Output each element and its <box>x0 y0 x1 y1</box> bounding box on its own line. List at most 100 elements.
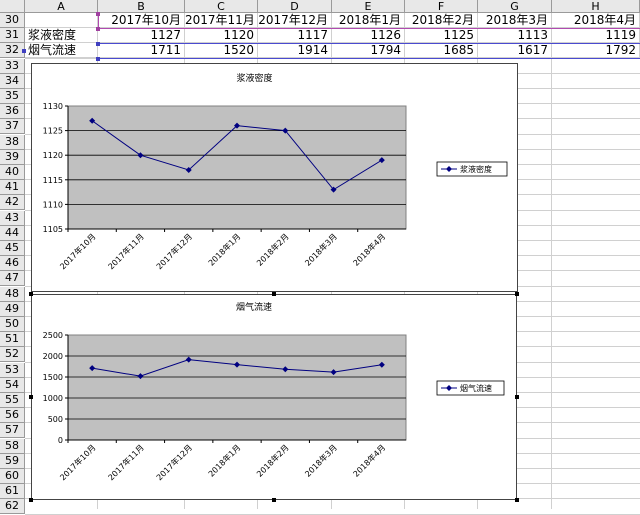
row-header-38[interactable]: 38 <box>0 134 25 150</box>
column-header-h[interactable]: H <box>552 0 640 13</box>
row-header-54[interactable]: 54 <box>0 377 25 393</box>
data-cell-f31[interactable]: 1125 <box>405 28 478 44</box>
data-cell-d32[interactable]: 1914 <box>258 43 332 59</box>
row-header-39[interactable]: 39 <box>0 149 25 165</box>
row-header-37[interactable]: 37 <box>0 119 25 135</box>
range-handle <box>96 42 100 47</box>
data-cell-a31[interactable]: 浆液密度 <box>25 28 98 44</box>
x-tick-label: 2017年11月 <box>106 231 146 271</box>
row-header-57[interactable]: 57 <box>0 423 25 439</box>
header-cell-e30[interactable]: 2018年1月 <box>332 13 405 28</box>
data-point <box>330 369 337 376</box>
row-header-34[interactable]: 34 <box>0 73 25 89</box>
row-header-50[interactable]: 50 <box>0 317 25 332</box>
chart-resize-handle[interactable] <box>515 395 519 399</box>
select-all-corner[interactable] <box>0 0 25 13</box>
header-cell-c30[interactable]: 2017年11月 <box>185 13 258 28</box>
chart-resize-handle[interactable] <box>515 292 519 296</box>
x-tick-label: 2018年1月 <box>206 442 242 478</box>
chart-flue-gas-velocity[interactable]: 烟气流速 2500 2000 1500 1000 500 0 2017年10月 2017年11月… <box>31 294 517 500</box>
header-cell-h30[interactable]: 2018年4月 <box>552 13 640 28</box>
row-header-35[interactable]: 35 <box>0 89 25 104</box>
row-header-52[interactable]: 52 <box>0 347 25 363</box>
x-tick-label: 2018年3月 <box>303 231 339 267</box>
chart-resize-handle[interactable] <box>272 498 276 502</box>
x-tick-label: 2017年12月 <box>154 442 194 482</box>
header-cell-f30[interactable]: 2018年2月 <box>405 13 478 28</box>
x-tick-label: 2018年3月 <box>303 442 339 478</box>
data-cell-e32[interactable]: 1794 <box>332 43 405 59</box>
row-header-43[interactable]: 43 <box>0 210 25 226</box>
range-handle <box>96 27 100 32</box>
data-point <box>378 361 385 368</box>
chart-title: 浆液密度 <box>236 72 272 84</box>
column-header-a[interactable]: A <box>25 0 98 13</box>
chart-resize-handle[interactable] <box>272 292 276 296</box>
row-header-60[interactable]: 60 <box>0 469 25 484</box>
row-header-30[interactable]: 30 <box>0 13 25 28</box>
y-tick-label: 500 <box>48 415 63 424</box>
data-cell-c31[interactable]: 1120 <box>185 28 258 44</box>
row-header-48[interactable]: 48 <box>0 286 25 302</box>
row-header-53[interactable]: 53 <box>0 362 25 378</box>
chart-resize-handle[interactable] <box>515 498 519 502</box>
data-cell-d31[interactable]: 1117 <box>258 28 332 44</box>
column-header-g[interactable]: G <box>478 0 552 13</box>
row-header-46[interactable]: 46 <box>0 256 25 272</box>
data-cell-h32[interactable]: 1792 <box>552 43 640 59</box>
row-header-44[interactable]: 44 <box>0 225 25 241</box>
x-tick-label: 2017年12月 <box>154 231 194 271</box>
header-cell-g30[interactable]: 2018年3月 <box>478 13 552 28</box>
row-header-47[interactable]: 47 <box>0 271 25 287</box>
legend-marker <box>446 166 452 172</box>
column-header-c[interactable]: C <box>185 0 258 13</box>
data-cell-g31[interactable]: 1113 <box>478 28 552 44</box>
row-header-45[interactable]: 45 <box>0 241 25 256</box>
row-header-51[interactable]: 51 <box>0 332 25 348</box>
data-cell-b32[interactable]: 1711 <box>98 43 185 59</box>
row-header-31[interactable]: 31 <box>0 28 25 44</box>
data-point <box>137 152 144 159</box>
data-cell-e31[interactable]: 1126 <box>332 28 405 44</box>
row-header-55[interactable]: 55 <box>0 393 25 408</box>
header-cell-d30[interactable]: 2017年12月 <box>258 13 332 28</box>
row-header-62[interactable]: 62 <box>0 499 25 515</box>
chart-resize-handle[interactable] <box>29 498 33 502</box>
row-header-33[interactable]: 33 <box>0 58 25 74</box>
data-cell-f32[interactable]: 1685 <box>405 43 478 59</box>
y-tick-label: 1125 <box>43 127 63 136</box>
column-header-b[interactable]: B <box>98 0 185 13</box>
row-header-32[interactable]: 32 <box>0 43 25 59</box>
data-cell-b31[interactable]: 1127 <box>98 28 185 44</box>
x-tick-label: 2018年1月 <box>206 231 242 267</box>
data-point <box>185 166 192 173</box>
row-header-42[interactable]: 42 <box>0 195 25 211</box>
data-cell-c32[interactable]: 1520 <box>185 43 258 59</box>
column-header-d[interactable]: D <box>258 0 332 13</box>
row-header-56[interactable]: 56 <box>0 408 25 424</box>
data-cell-a32[interactable]: 烟气流速 <box>25 43 98 59</box>
header-cell-b30[interactable]: 2017年10月 <box>98 13 185 28</box>
data-cell-h31[interactable]: 1119 <box>552 28 640 44</box>
column-header-e[interactable]: E <box>332 0 405 13</box>
row-header-59[interactable]: 59 <box>0 453 25 469</box>
header-cell-a30[interactable] <box>25 13 98 28</box>
row-header-61[interactable]: 61 <box>0 484 25 500</box>
row-header-36[interactable]: 36 <box>0 104 25 120</box>
row-header-41[interactable]: 41 <box>0 180 25 196</box>
data-cell-g32[interactable]: 1617 <box>478 43 552 59</box>
legend-box <box>436 161 508 177</box>
gridline-horizontal <box>25 513 640 515</box>
chart-slurry-density[interactable]: 浆液密度 1130 1125 1120 1115 1110 1105 2017年10月 2017… <box>31 63 518 292</box>
row-header-40[interactable]: 40 <box>0 165 25 180</box>
data-point <box>330 186 337 193</box>
y-tick-label: 1115 <box>43 176 63 185</box>
row-header-58[interactable]: 58 <box>0 438 25 454</box>
row-header-49[interactable]: 49 <box>0 301 25 317</box>
row-32-range-border <box>98 43 640 45</box>
column-header-f[interactable]: F <box>405 0 478 13</box>
chart-resize-handle[interactable] <box>29 292 33 296</box>
chart-resize-handle[interactable] <box>29 395 33 399</box>
